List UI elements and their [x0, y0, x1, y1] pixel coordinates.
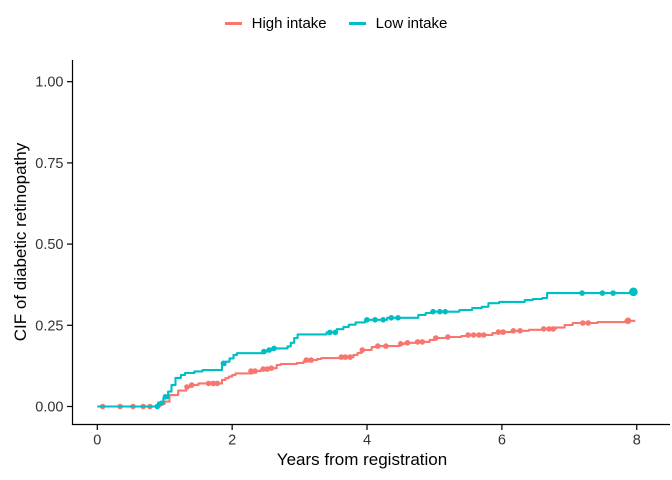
high-intake-censor-mark: [500, 329, 507, 335]
high-intake-censor-mark: [214, 380, 221, 387]
high-intake-censor-mark: [359, 347, 366, 353]
high-intake-censor-mark: [414, 339, 421, 345]
high-intake-censor-mark: [210, 380, 217, 387]
legend-label-high-intake: High intake: [251, 15, 327, 32]
low-intake-censor-mark: [579, 290, 585, 296]
low-intake-censor-mark: [437, 308, 443, 315]
low-intake-censor-mark: [372, 317, 378, 323]
high-intake-censor-mark: [308, 357, 314, 363]
legend-item-low-intake: Low intake: [348, 15, 448, 32]
high-intake-censor-mark: [184, 384, 190, 390]
high-intake-censor-mark: [580, 320, 586, 326]
high-intake-censor-mark: [517, 328, 523, 334]
low-intake-censor-mark: [154, 403, 161, 410]
high-intake-censor-mark: [260, 366, 267, 372]
high-intake-curve: [97, 319, 636, 408]
high-intake-censor-mark: [585, 320, 591, 326]
high-intake-censor-mark: [188, 382, 195, 388]
x-tick-label: 8: [633, 433, 641, 449]
chart-legend: High intake Low intake: [0, 16, 672, 31]
high-intake-censor-mark: [252, 368, 258, 374]
high-intake-censor-mark: [550, 326, 556, 332]
high-intake-censor-mark: [268, 365, 275, 372]
low-intake-censor-mark: [442, 308, 449, 315]
high-intake-censor-mark: [342, 354, 349, 360]
y-tick-label: 0.00: [35, 400, 63, 416]
high-intake-censor-mark: [383, 343, 389, 349]
low-intake-censor-mark: [271, 345, 277, 352]
low-intake-censor-mark: [395, 315, 401, 321]
high-intake-censor-mark: [495, 329, 502, 335]
high-intake-censor-mark: [510, 328, 517, 334]
high-intake-censor-mark: [480, 332, 487, 338]
x-tick-label: 0: [93, 433, 101, 449]
y-tick-label: 0.50: [35, 237, 63, 253]
x-tick-label: 2: [228, 433, 236, 449]
high-intake-end-marker: [624, 317, 632, 325]
low-intake-censor-mark: [364, 317, 370, 323]
high-intake-censor-mark: [375, 343, 381, 349]
low-intake-curve: [97, 290, 637, 408]
high-intake-censor-mark: [205, 380, 212, 387]
y-tick-label: 0.25: [35, 318, 63, 334]
legend-item-high-intake: High intake: [224, 15, 327, 32]
low-intake-censor-mark: [332, 329, 339, 336]
low-intake-end-marker: [629, 287, 638, 297]
high-intake-censor-mark: [546, 326, 552, 332]
high-intake-censor-mark: [476, 332, 482, 338]
high-intake-censor-mark: [338, 354, 345, 360]
high-intake-censor-mark: [397, 341, 404, 347]
legend-key-line-high-intake: [224, 22, 242, 25]
high-intake-censor-mark: [419, 339, 426, 345]
low-intake-censor-mark: [158, 400, 165, 407]
low-intake-censor-mark: [380, 317, 387, 323]
high-intake-censor-mark: [445, 334, 451, 340]
high-intake-censor-mark: [470, 332, 477, 338]
low-intake-censor-mark: [599, 290, 606, 296]
high-intake-censor-mark: [465, 332, 472, 338]
legend-key-line-low-intake: [348, 22, 366, 25]
low-intake-censor-mark: [388, 315, 395, 321]
low-intake-censor-mark: [162, 394, 169, 400]
high-intake-censor-mark: [404, 340, 411, 346]
y-tick-label: 0.75: [35, 156, 63, 172]
low-intake-censor-mark: [430, 308, 436, 315]
low-intake-censor-mark: [261, 348, 267, 355]
low-intake-censor-mark: [610, 290, 616, 296]
x-axis-title: Years from registration: [276, 450, 448, 469]
x-tick-label: 4: [363, 433, 371, 449]
low-intake-censor-mark: [266, 347, 273, 353]
low-intake-censor-mark: [327, 329, 333, 336]
y-tick-label: 1.00: [35, 75, 63, 91]
high-intake-censor-mark: [303, 357, 310, 363]
x-tick-label: 6: [498, 433, 506, 449]
legend-label-low-intake: Low intake: [375, 15, 448, 32]
low-intake-censor-mark: [220, 360, 227, 367]
high-intake-censor-mark: [347, 354, 354, 360]
high-intake-censor-mark: [540, 326, 547, 332]
high-intake-censor-mark: [248, 368, 254, 374]
high-intake-censor-mark: [433, 335, 439, 341]
